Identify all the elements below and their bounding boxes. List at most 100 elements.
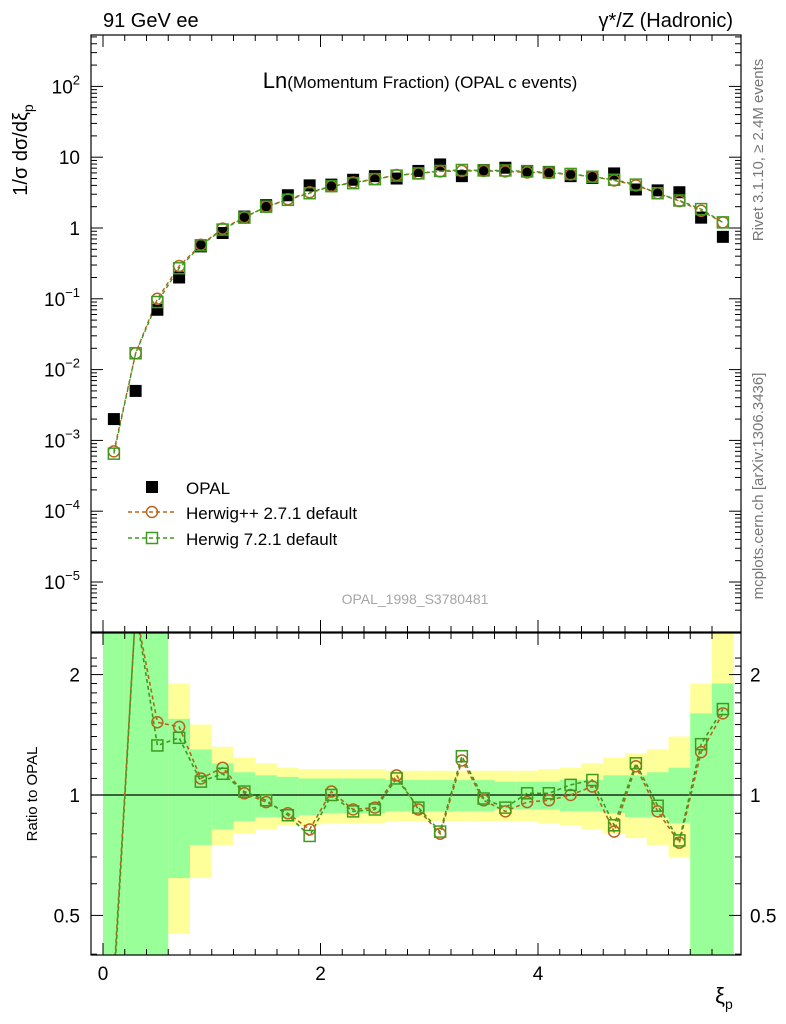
ratio-herwig7-point [281,808,295,822]
herwig7-point [107,447,121,460]
analysis-id-label: OPAL_1998_S3780481 [342,591,489,607]
uncertainty-band-inner [168,718,190,879]
herwig7-point [216,223,229,236]
header-right-label: γ*/Z (Hadronic) [599,10,733,32]
main-series-lines [113,169,724,454]
ratio-herwig7-point [303,829,316,843]
ratio-herwig7-point [238,785,251,798]
ratio-herwig7-point [694,737,708,751]
ratio-herwig7-point [433,825,447,838]
ratio-herwigpp-point [586,780,599,793]
ratio-tick-labels: 2 2 1 1 0.5 0.5 0 2 4 [54,666,777,985]
main-markers [107,158,730,460]
ratio-line-herwigpp [114,633,724,955]
legend: OPAL Herwig++ 2.7.1 default Herwig 7.2.1… [128,479,357,549]
herwig7-point [303,186,316,200]
x-tick-label: 0 [98,964,109,985]
uncertainty-band-inner [146,633,169,955]
y-tick-label: 102 [52,72,80,98]
y-tick-label: 10−5 [44,568,80,594]
ratio-herwig7-point [520,787,534,800]
y-tick-label: 10−3 [44,426,80,452]
herwig7-point [586,170,599,183]
ratio-line-herwig7 [114,633,724,955]
header-left-label: 91 GeV ee [103,10,199,32]
legend-label-herwigpp: Herwig++ 2.7.1 default [186,504,357,523]
uncertainty-band-inner [190,749,212,845]
uncertainty-band-inner [451,780,473,812]
ratio-markers [151,702,730,849]
herwig7-point [564,167,577,181]
herwig7-point [673,194,686,207]
y-axis-label-main: 1/σ dσ/dξ [10,112,32,196]
ratio-herwigpp-point [151,716,164,729]
ratio-herwig7-point [216,767,229,781]
uncertainty-band-inner [277,776,299,818]
ratio-ticks [91,633,741,955]
uncertainty-band-inner [603,775,625,814]
ratio-herwig7-point [542,787,556,800]
herwig7-point [499,164,512,177]
main-ticks [91,35,741,632]
opal-point [151,303,164,316]
herwig7-point [651,186,664,200]
herwig7-point [477,164,490,177]
x-tick-label: 2 [315,964,326,985]
ratio-herwig7-point [629,757,643,770]
opal-point [673,186,686,199]
ratio-tick-label-right: 1 [750,786,761,807]
herwig7-point [412,167,425,180]
herwig7-point [238,211,251,224]
opal-point [716,230,729,243]
ratio-herwigpp-point [564,788,577,802]
x-axis-label: ξp [715,983,733,1012]
y-axis-label: 1/σ dσ/dξp [10,104,36,196]
y-axis-label-sub: p [20,104,36,112]
ratio-herwig7-point [346,805,360,818]
herwig7-point [629,178,643,191]
herwig7-point [368,172,382,186]
uncertainty-band-inner [385,780,408,812]
legend-label-herwig7: Herwig 7.2.1 default [186,530,337,549]
herwig7-point [194,239,208,252]
ratio-tick-label-right: 2 [750,666,761,687]
ratio-herwig7-point [412,801,425,814]
ratio-band-inner [103,633,734,955]
main-plot: 102 10 1 10−1 10−2 10−3 10−4 10−5 Ln(Momentum F… [10,34,742,633]
x-axis-label-sub: p [725,996,733,1012]
y-tick-label: 10−1 [44,285,80,311]
ratio-herwig7-point [390,772,403,785]
herwig7-point [259,200,273,213]
herwig7-point [542,166,556,179]
x-axis-label-main: ξ [715,983,725,1008]
ratio-tick-label: 1 [69,786,80,807]
uncertainty-band-inner [407,780,430,812]
ratio-herwigpp-point [303,823,316,836]
ratio-herwig7-point [151,739,164,752]
herwig7-point [455,163,469,177]
legend-label-opal: OPAL [186,479,230,498]
herwig7-point [433,164,447,178]
main-tick-labels: 102 10 1 10−1 10−2 10−3 10−4 10−5 [44,72,80,594]
ratio-herwig7-point [325,788,338,802]
series-line-herwigpp [113,170,724,452]
y-tick-label: 10−4 [44,497,80,523]
opal-point [281,189,294,202]
ratio-herwig7-point [194,775,208,788]
x-tick-label: 4 [533,964,544,985]
opal-point [216,226,229,239]
ratio-herwig7-point [586,773,599,787]
ratio-herwig7-point [673,834,686,847]
ratio-herwigpp-point [694,745,708,759]
uncertainty-band-inner [298,778,321,816]
herwig7-point [694,202,708,216]
herwigpp-point [716,216,730,229]
ratio-tick-label: 2 [69,666,80,687]
herwig7-point [607,173,621,187]
opal-point [129,384,142,397]
ratio-herwig7-point [477,792,490,805]
herwig7-point [172,262,186,275]
herwig7-point [281,193,295,207]
herwig7-point [390,169,403,182]
